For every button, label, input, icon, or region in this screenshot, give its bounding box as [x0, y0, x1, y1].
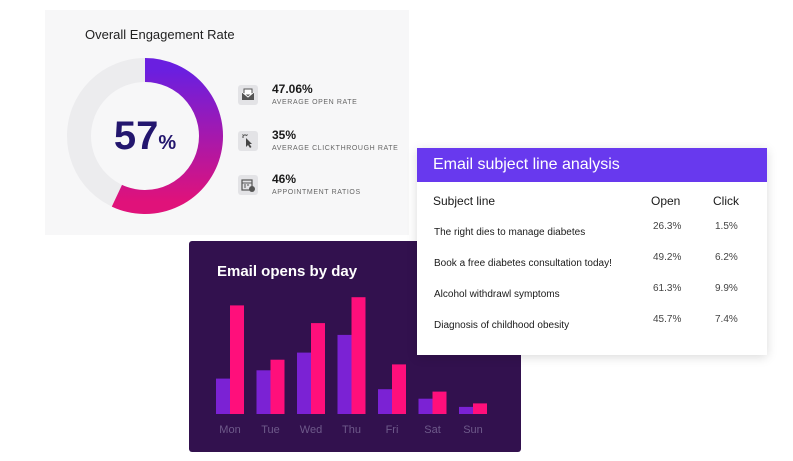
metric-value: 35%	[272, 128, 297, 142]
metric-label: AVERAGE OPEN RATE	[272, 99, 358, 106]
bar-sun-series-2	[473, 403, 487, 414]
bar-sat-series-2	[432, 391, 447, 414]
engagement-title: Overall Engagement Rate	[85, 27, 235, 42]
table-row: Alcohol withdrawl symptoms 61.3% 9.9%	[417, 283, 767, 303]
metric-value: 47.06%	[272, 82, 313, 96]
metric-clickthrough-rate: 35% AVERAGE CLICKTHROUGH RATE	[238, 128, 408, 158]
gauge-number: 57	[113, 114, 159, 158]
subject-cell: Book a free diabetes consultation today!	[434, 258, 612, 269]
subject-cell: The right dies to manage diabetes	[434, 227, 586, 238]
open-cell: 49.2%	[653, 252, 682, 263]
click-cell: 6.2%	[715, 252, 738, 263]
open-cell: 45.7%	[653, 314, 682, 325]
bar-thu-series-1	[337, 334, 352, 414]
subject-card-title: Email subject line analysis	[433, 156, 620, 173]
bar-sun-series-1	[459, 406, 473, 414]
bar-wed-series-1	[297, 352, 311, 414]
subject-card-header: Email subject line analysis	[417, 148, 767, 182]
x-tick-label: Sun	[463, 424, 483, 436]
gauge-unit: %	[158, 132, 177, 154]
table-row: Diagnosis of childhood obesity 45.7% 7.4…	[417, 314, 767, 334]
x-tick-label: Tue	[261, 424, 280, 436]
bar-fri-series-1	[378, 389, 392, 414]
gauge-value: 57%	[65, 108, 225, 171]
bar-tue-series-1	[256, 370, 271, 414]
opens-bar-chart: Mon Tue Wed Thu Fri Sat Sun	[216, 297, 487, 436]
x-tick-label: Sat	[424, 424, 441, 436]
open-cell: 26.3%	[653, 221, 682, 232]
subject-cell: Alcohol withdrawl symptoms	[434, 289, 560, 300]
column-header-subject: Subject line	[433, 194, 496, 208]
metric-open-rate: 47.06% AVERAGE OPEN RATE	[238, 82, 408, 112]
bar-tue-series-2	[270, 359, 285, 414]
subject-cell: Diagnosis of childhood obesity	[434, 320, 570, 331]
click-cell: 9.9%	[715, 283, 738, 294]
bar-thu-series-2	[351, 297, 366, 414]
calendar-icon	[238, 175, 258, 195]
metric-appointment-ratios: 46% APPOINTMENT RATIOS	[238, 172, 408, 202]
x-tick-label: Thu	[342, 424, 361, 436]
metric-label: APPOINTMENT RATIOS	[272, 189, 361, 196]
bar-wed-series-2	[311, 323, 325, 414]
open-cell: 61.3%	[653, 283, 682, 294]
engagement-donut-chart	[67, 58, 223, 214]
engagement-card: Overall Engagement Rate 57% 47.06% AVERA…	[45, 10, 409, 235]
bar-fri-series-2	[392, 364, 406, 414]
x-tick-label: Wed	[300, 424, 322, 436]
cursor-click-icon	[238, 131, 258, 151]
x-tick-label: Fri	[386, 424, 399, 436]
click-cell: 1.5%	[715, 221, 738, 232]
metric-label: AVERAGE CLICKTHROUGH RATE	[272, 145, 399, 152]
x-tick-label: Mon	[219, 424, 240, 436]
column-header-click: Click	[713, 194, 739, 208]
mail-icon	[238, 85, 258, 105]
metric-value: 46%	[272, 172, 297, 186]
bar-mon-series-1	[216, 378, 230, 414]
table-row: The right dies to manage diabetes 26.3% …	[417, 221, 767, 241]
donut-value-arc	[111, 58, 223, 214]
column-header-open: Open	[651, 194, 681, 208]
subject-line-card: Email subject line analysis Subject line…	[417, 148, 767, 355]
click-cell: 7.4%	[715, 314, 738, 325]
chart-title: Email opens by day	[217, 263, 358, 280]
bar-sat-series-1	[418, 398, 433, 414]
table-row: Book a free diabetes consultation today!…	[417, 252, 767, 272]
bar-mon-series-2	[230, 305, 244, 414]
